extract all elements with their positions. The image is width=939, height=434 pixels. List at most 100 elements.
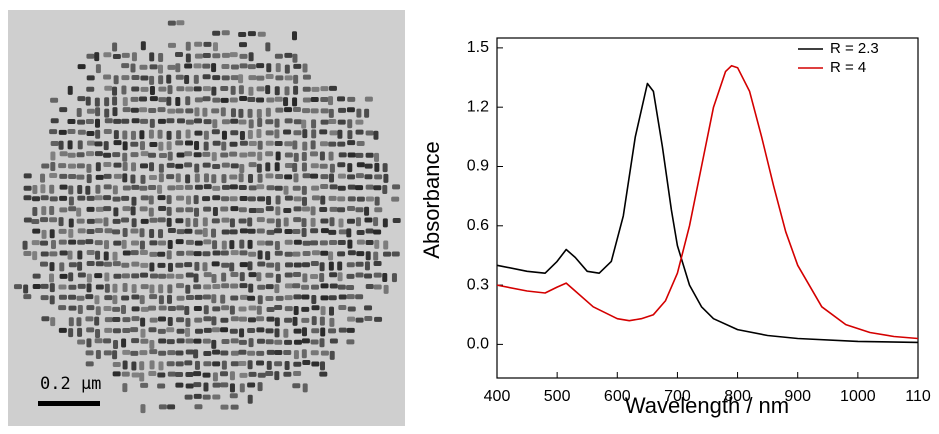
nanorod (103, 350, 112, 356)
nanorod (392, 217, 401, 223)
scale-bar (38, 401, 100, 406)
nanorod (184, 162, 193, 168)
nanorod (131, 196, 137, 206)
nanorod (212, 53, 221, 59)
nanorod (194, 240, 203, 246)
nanorod (329, 350, 335, 360)
nanorod (337, 251, 346, 257)
nanorod (41, 206, 47, 216)
nanorod (193, 195, 199, 205)
nanorod (284, 162, 293, 168)
nanorod (247, 31, 256, 37)
nanorod (320, 327, 326, 337)
nanorod (284, 283, 293, 289)
nanorod (311, 284, 320, 290)
nanorod (293, 196, 302, 202)
nanorod (139, 141, 145, 151)
nanorod (40, 217, 49, 223)
nanorod (328, 108, 334, 118)
nanorod (139, 372, 145, 382)
nanorod (256, 108, 262, 118)
nanorod (256, 163, 262, 173)
nanorod (77, 272, 86, 278)
nanorod (203, 119, 212, 125)
nanorod (167, 85, 173, 95)
nanorod (203, 173, 209, 183)
nanorod (239, 372, 248, 378)
nanorod (257, 173, 263, 183)
nanorod (283, 207, 292, 213)
nanorod (193, 273, 199, 283)
nanorod (257, 284, 266, 290)
nanorod (310, 228, 319, 234)
nanorod (221, 64, 230, 70)
nanorod (175, 361, 184, 367)
nanorod (310, 173, 319, 179)
nanorod (184, 394, 193, 400)
nanorod (76, 218, 85, 224)
nanorod (113, 75, 119, 85)
nanorod (95, 350, 101, 360)
nanorod (158, 295, 164, 305)
nanorod (149, 317, 158, 323)
nanorod (256, 327, 265, 333)
nanorod (229, 262, 235, 272)
nanorod (283, 371, 292, 377)
nanorod (67, 119, 76, 125)
nanorod (248, 119, 254, 129)
nanorod (364, 305, 373, 311)
nanorod (122, 383, 128, 393)
nanorod (311, 305, 320, 311)
nanorod (176, 283, 185, 289)
nanorod (175, 97, 181, 107)
nanorod (319, 141, 328, 147)
nanorod (328, 151, 334, 161)
nanorod (194, 261, 200, 271)
nanorod (149, 228, 155, 238)
nanorod (248, 174, 254, 184)
nanorod (167, 262, 173, 272)
nanorod (346, 262, 355, 268)
nanorod (221, 184, 230, 190)
nanorod (121, 63, 130, 69)
nanorod (356, 196, 365, 202)
nanorod (113, 162, 122, 168)
nanorod (383, 173, 389, 183)
nanorod (220, 250, 229, 256)
nanorod (202, 151, 211, 157)
nanorod (121, 195, 130, 201)
nanorod (329, 163, 335, 173)
nanorod (202, 52, 211, 58)
nanorod (203, 141, 209, 151)
nanorod (166, 162, 175, 168)
nanorod (185, 195, 191, 205)
nanorod (292, 316, 298, 326)
nanorod (328, 251, 334, 261)
nanorod (238, 42, 247, 48)
nanorod (94, 316, 100, 326)
nanorod (211, 339, 217, 349)
nanorod (301, 306, 310, 312)
nanorod (103, 206, 112, 212)
nanorod (176, 152, 185, 158)
nanorod (302, 129, 308, 139)
nanorod (356, 108, 362, 118)
nanorod (58, 217, 64, 227)
nanorod (328, 195, 337, 201)
nanorod (257, 118, 263, 128)
nanorod (238, 74, 244, 84)
nanorod (329, 283, 338, 289)
nanorod (373, 185, 382, 191)
nanorod (68, 228, 74, 238)
nanorod (347, 196, 356, 202)
nanorod (293, 74, 299, 84)
nanorod (149, 349, 158, 355)
nanorod (202, 394, 211, 400)
nanorod (131, 118, 140, 124)
nanorod (185, 174, 191, 184)
nanorod (193, 349, 199, 359)
nanorod (230, 338, 239, 344)
nanorod (311, 86, 320, 92)
nanorod (157, 372, 166, 378)
